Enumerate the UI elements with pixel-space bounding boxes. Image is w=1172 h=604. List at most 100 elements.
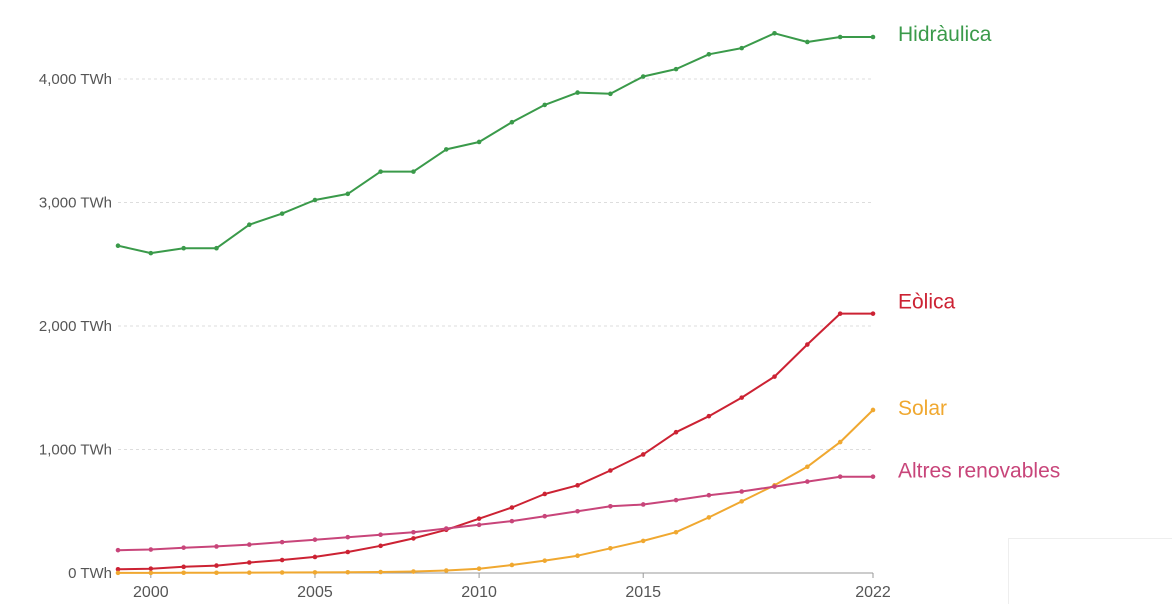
data-point-hidr-ulica [312, 197, 318, 203]
data-point-hidr-ulica [115, 243, 121, 249]
data-point-solar [378, 569, 383, 575]
data-point-hidr-ulica [772, 31, 777, 36]
data-point-altres-renovables [476, 522, 482, 528]
data-point-hidr-ulica [345, 191, 351, 197]
data-point-e-lica [673, 429, 679, 435]
series-line-altres-renovables [117, 475, 874, 552]
data-point-e-lica [115, 566, 121, 572]
data-point-e-lica [378, 543, 383, 549]
data-point-altres-renovables [870, 474, 876, 479]
data-point-hidr-ulica [476, 139, 482, 145]
data-point-solar [279, 570, 285, 575]
data-point-solar [148, 570, 154, 576]
data-point-altres-renovables [772, 484, 777, 489]
x-tick-label: 2000 [133, 584, 169, 601]
data-point-altres-renovables [378, 532, 383, 538]
data-point-e-lica [575, 483, 580, 488]
y-tick-label: 0 TWh [68, 565, 112, 582]
series-lines [115, 31, 876, 576]
data-point-solar [115, 570, 121, 576]
data-point-hidr-ulica [279, 211, 285, 216]
data-point-hidr-ulica [411, 169, 416, 174]
data-point-e-lica [247, 560, 252, 565]
data-point-altres-renovables [312, 537, 318, 542]
data-point-solar [608, 546, 613, 551]
data-point-hidr-ulica [378, 169, 383, 174]
data-point-solar [312, 570, 318, 575]
x-tick-label: 2005 [297, 584, 333, 601]
data-point-e-lica [476, 516, 482, 521]
series-line-hidr-ulica [117, 32, 874, 255]
data-point-altres-renovables [673, 497, 679, 503]
data-point-hidr-ulica [870, 34, 876, 40]
data-point-solar [706, 515, 712, 520]
data-point-hidr-ulica [214, 245, 219, 251]
x-axis-tick-labels: 2000 2005 2010 2015 2022 [133, 573, 891, 601]
data-point-e-lica [279, 557, 285, 563]
data-point-hidr-ulica [509, 119, 515, 125]
data-point-altres-renovables [411, 529, 416, 535]
series-label-solar: Solar [898, 397, 947, 420]
data-point-solar [345, 569, 351, 575]
data-point-hidr-ulica [673, 66, 679, 72]
data-point-altres-renovables [509, 518, 515, 524]
data-point-hidr-ulica [443, 147, 449, 152]
data-point-e-lica [181, 564, 186, 570]
data-point-hidr-ulica [575, 90, 580, 95]
data-point-solar [476, 566, 482, 571]
corner-panel [1008, 538, 1172, 604]
x-tick-label: 2010 [461, 584, 497, 601]
data-point-solar [805, 464, 810, 470]
data-point-altres-renovables [148, 547, 154, 552]
series-label-e-lica: Eòlica [898, 291, 956, 314]
data-point-e-lica [542, 491, 548, 497]
data-point-solar [739, 499, 744, 504]
data-point-e-lica [870, 311, 876, 316]
data-point-altres-renovables [706, 492, 712, 498]
data-point-altres-renovables [640, 502, 646, 507]
x-tick-label: 2022 [855, 584, 891, 601]
data-point-hidr-ulica [608, 91, 613, 97]
data-point-solar [640, 538, 646, 544]
data-point-altres-renovables [837, 474, 843, 479]
data-point-altres-renovables [739, 489, 744, 494]
data-point-e-lica [214, 563, 219, 568]
data-point-e-lica [148, 566, 154, 571]
data-point-altres-renovables [345, 534, 351, 540]
data-point-e-lica [837, 311, 843, 316]
data-point-altres-renovables [247, 542, 252, 547]
data-point-solar [870, 407, 876, 413]
data-point-hidr-ulica [247, 222, 252, 228]
data-point-e-lica [411, 536, 416, 541]
data-point-solar [247, 570, 252, 575]
y-tick-label: 1,000 TWh [39, 442, 112, 459]
data-point-hidr-ulica [181, 245, 186, 251]
data-point-solar [443, 568, 449, 573]
series-label-altres-renovables: Altres renovables [898, 460, 1060, 483]
data-point-hidr-ulica [805, 39, 810, 45]
series-labels: Hidràulica Eòlica Solar Altres renovables [898, 23, 1060, 483]
series-line-e-lica [117, 312, 874, 571]
data-point-e-lica [772, 374, 777, 379]
data-point-altres-renovables [181, 545, 186, 550]
y-axis-tick-labels: 0 TWh 1,000 TWh 2,000 TWh 3,000 TWh 4,000 TW… [39, 71, 112, 582]
data-point-solar [181, 570, 186, 576]
series-line-solar [117, 409, 874, 574]
data-point-hidr-ulica [706, 52, 712, 57]
y-tick-label: 3,000 TWh [39, 195, 112, 212]
data-point-solar [411, 569, 416, 574]
y-tick-label: 4,000 TWh [39, 71, 112, 88]
data-point-altres-renovables [805, 479, 810, 484]
data-point-altres-renovables [115, 547, 121, 553]
data-point-solar [837, 439, 843, 445]
data-point-altres-renovables [542, 513, 548, 519]
data-point-altres-renovables [608, 504, 613, 509]
data-point-e-lica [345, 549, 351, 555]
y-tick-label: 2,000 TWh [39, 318, 112, 335]
data-point-solar [673, 529, 679, 535]
data-point-hidr-ulica [837, 34, 843, 40]
data-point-solar [214, 570, 219, 576]
data-point-altres-renovables [575, 508, 580, 514]
data-point-e-lica [509, 505, 515, 510]
